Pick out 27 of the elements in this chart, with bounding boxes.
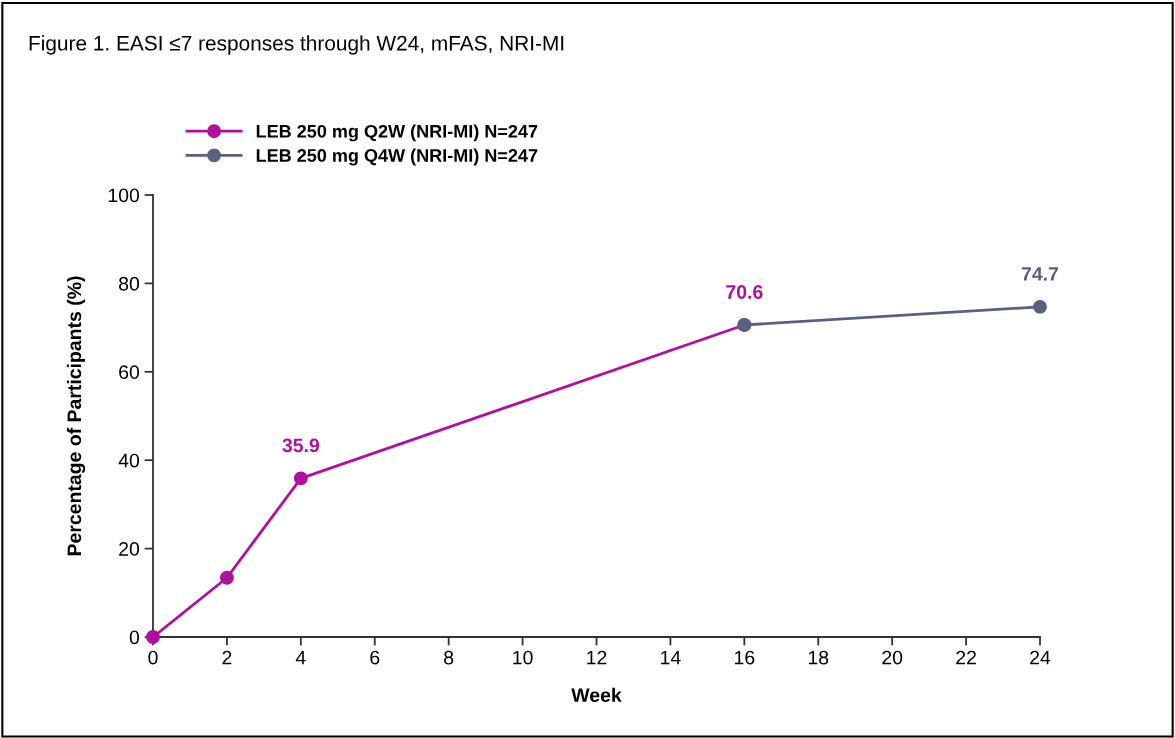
x-tick-label: 18: [808, 650, 829, 665]
x-tick-label: 2: [222, 650, 232, 665]
x-tick-label: 16: [735, 650, 755, 665]
x-tick-label: 10: [513, 650, 533, 665]
y-tick-label: 20: [119, 542, 140, 556]
y-tick-label: 60: [119, 365, 140, 380]
x-tick-label: 0: [148, 650, 158, 665]
x-tick-label: 14: [661, 650, 681, 665]
y-tick-label: 100: [108, 188, 140, 203]
legend-label: LEB 250 mg Q2W (NRI-MI) N=247: [256, 124, 538, 142]
y-tick-label: 0: [129, 630, 140, 645]
x-tick-label: 20: [882, 650, 903, 665]
x-tick-label: 6: [370, 650, 380, 665]
data-label: 70.6: [726, 285, 763, 299]
data-label: 35.9: [282, 438, 320, 453]
data-label: 74.7: [1021, 267, 1059, 281]
y-tick-label: 40: [118, 453, 140, 468]
y-axis-title: Percentage of Participants (%): [66, 276, 86, 556]
chart-title: Figure 1. EASI ≤7 responses through W24, mFAS, NRI-MI: [29, 35, 564, 55]
x-tick-label: 4: [295, 650, 306, 665]
y-tick-label: 80: [119, 276, 140, 291]
legend-label: LEB 250 mg Q4W (NRI-MI) N=247: [256, 148, 538, 166]
x-tick-label: 24: [1030, 650, 1051, 665]
x-tick-label: 22: [956, 650, 976, 665]
x-tick-label: 12: [587, 650, 607, 665]
x-tick-label: 8: [444, 650, 454, 665]
x-axis-title: Week: [571, 687, 622, 703]
